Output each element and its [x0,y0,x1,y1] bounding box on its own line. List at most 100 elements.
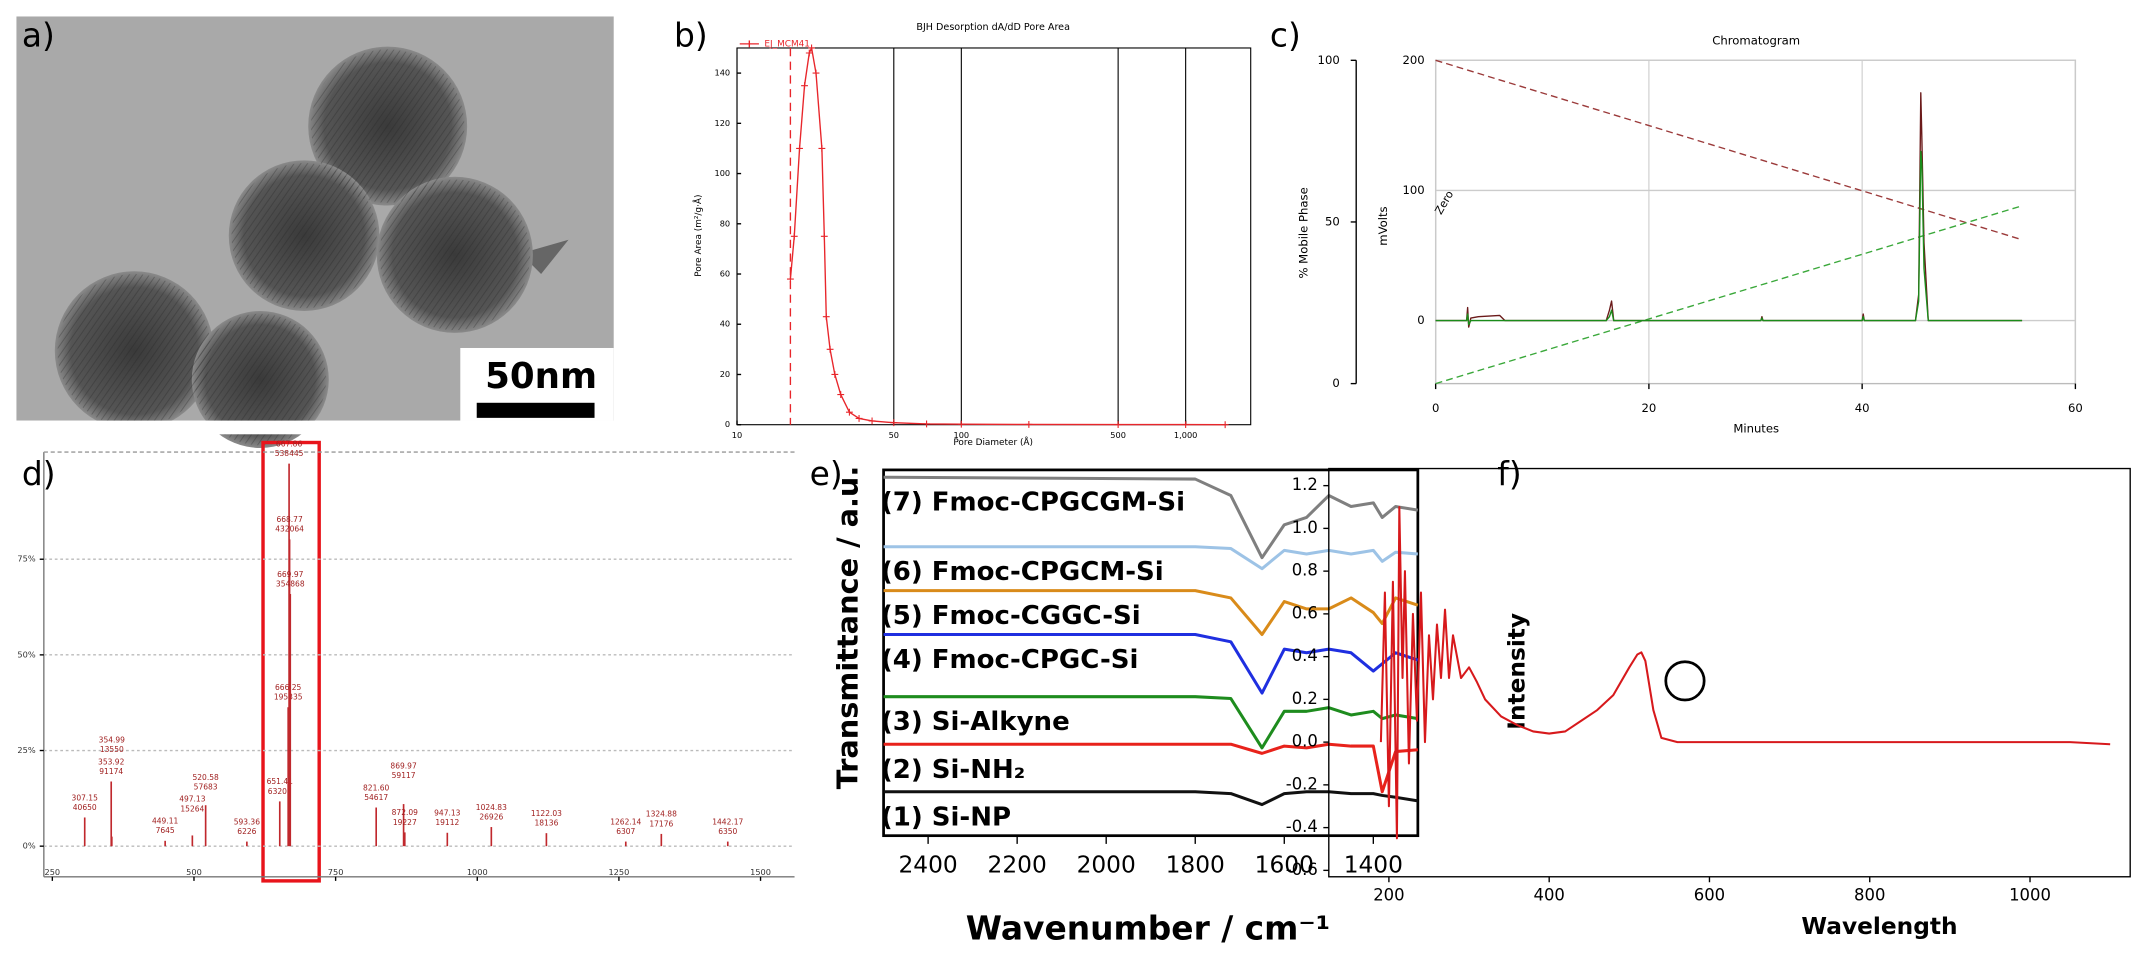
point-marker [808,44,816,52]
peak-label: 6226 [237,827,256,836]
peak-label: 1024.83 [476,803,507,812]
plot-frame [1328,467,2131,878]
highlight-box [261,440,321,883]
series-line [1435,92,2023,328]
y-tick-label: -0.6 [1286,860,1318,879]
panel-label: c) [1270,16,1301,55]
panel-label: e) [810,454,843,493]
y2-axis-label: mVolts [1376,206,1390,245]
y-tick-label: 140 [714,68,730,78]
point-marker [855,415,863,422]
x-tick-label: 1000 [467,867,488,877]
x-tick-label: 1,000 [1174,430,1197,440]
y-tick-label: -0.2 [1286,774,1318,793]
y-tick-label: 20 [720,369,730,379]
y-axis-label: Transmittance / a.u. [830,466,864,790]
y2-tick-label: 100 [1402,183,1424,197]
series-line [883,695,1419,750]
peak-label: 63207 [268,787,292,796]
y-tick-label: 1.2 [1292,475,1318,494]
y-tick-label: 0.8 [1292,561,1318,580]
peak-label: 6307 [616,827,635,836]
peak-label: 668.77 [276,515,303,524]
series-label: (7) Fmoc-CPGCGM-Si [881,488,1185,518]
point-marker [890,419,898,427]
x-tick-label: 2000 [1077,851,1136,878]
peak-label: 947.13 [434,809,461,818]
x-tick-label: 40 [1855,401,1870,415]
point-marker [1025,421,1033,428]
point-marker [1114,421,1122,429]
series-label: (5) Fmoc-CGGC-Si [881,601,1141,631]
x-tick-label: 750 [328,867,344,877]
y-tick-label: 50 [1325,214,1340,228]
panel-label: b) [674,16,708,55]
point-marker [818,145,826,152]
peak-label: 1122.03 [531,809,562,818]
y-tick-label: 80 [720,218,730,228]
x-tick-label: 1600 [1255,851,1314,878]
peak-label: 15264 [180,804,204,813]
peak-label: 7645 [156,826,175,835]
point-marker [957,420,965,428]
peak-label: 354868 [276,579,305,588]
y-tick-label: 0 [1332,376,1339,390]
x-axis-label: Wavenumber / cm⁻¹ [966,909,1330,948]
y-tick-label: 100 [1318,53,1340,67]
point-marker [831,371,839,378]
peak-label: 497.13 [179,795,206,804]
series-line [789,47,1226,426]
x-tick-label: 0 [1432,401,1439,415]
point-marker [812,69,820,77]
legend-label: EJ_MCM41 [764,39,810,49]
point-marker [1221,421,1229,429]
peak-label: 872.09 [392,808,419,817]
series-line [883,632,1419,695]
point-marker [820,232,828,240]
y-tick-label: 75% [17,554,35,564]
x-tick-label: 600 [1694,885,1725,904]
peak-label: 1262.14 [610,817,641,826]
peak-label: 40650 [73,803,97,812]
peak-label: 19227 [393,818,417,827]
series-line [883,475,1419,560]
series-label: (4) Fmoc-CPGC-Si [881,645,1139,675]
y-tick-label: 120 [714,118,730,128]
x-axis-label: Pore Diameter (Å) [953,436,1033,448]
peak-label: 1442.17 [712,817,743,826]
series-line [883,790,1419,807]
panel-label: a) [22,16,55,55]
chart-title: Chromatogram [1712,34,1800,48]
y-tick-label: 0.4 [1292,646,1318,665]
x-axis-label: Wavelength [1801,913,1957,940]
series-line [883,742,1418,794]
x-tick-label: 250 [44,867,60,877]
plot-frame [882,468,1420,838]
x-tick-label: 2200 [988,851,1047,878]
y-tick-label: 0% [23,841,36,851]
x-tick-label: 2400 [898,851,957,878]
peak-label: 449.11 [152,817,179,826]
x-tick-label: 1250 [608,867,629,877]
peak-label: 26926 [479,812,503,821]
x-tick-label: 1500 [750,867,771,877]
y2-tick-label: 200 [1402,53,1424,67]
point-marker [845,408,853,416]
peak-label: 353.92 [98,757,125,766]
x-tick-label: 200 [1373,885,1404,904]
peak-label: 667.86 [276,439,303,448]
scale-bar-label: 50nm [485,356,597,397]
highlight-circle [1664,660,1706,702]
point-marker [805,49,813,57]
point-marker [822,313,830,321]
peak-label: 59117 [392,771,416,780]
peak-label: 91174 [99,767,123,776]
series-line [1379,505,2111,840]
peak-label: 19112 [435,818,459,827]
series-line [883,545,1418,571]
peak-label: 651.41 [267,777,294,786]
x-tick-label: 50 [889,430,899,440]
pore-texture [57,49,531,446]
y-axis-label: % Mobile Phase [1297,187,1311,278]
